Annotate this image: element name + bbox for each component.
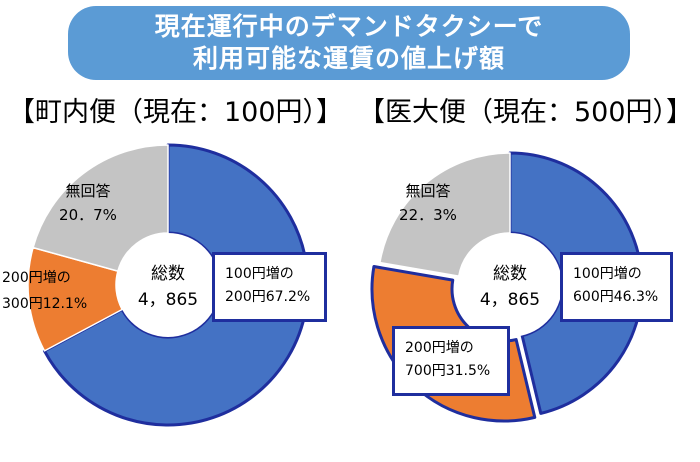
donut-hole-town: [116, 233, 220, 337]
chart-title-medical: 【医大便（現在：500円）】: [358, 97, 694, 128]
donut-chart-town: 総数 4，865 無回答 20．7% 200円増の 300円12.1%: [2, 143, 310, 427]
callout-town-100: 100円増の 200円67.2%: [212, 252, 327, 322]
callout-town-100-percent: 67.2%: [265, 289, 311, 305]
value-no-answer-town: 20．7%: [59, 206, 117, 224]
center-label-medical: 総数: [493, 264, 527, 284]
donut-hole-medical: [458, 233, 562, 337]
callout-town-100-line2: 200円67.2%: [225, 286, 324, 309]
header-line-1: 現在運行中のデマンドタクシーで: [154, 12, 544, 41]
label-orange-town: 200円増の: [2, 270, 71, 286]
value-no-answer-medical: 22．3%: [399, 206, 457, 224]
callout-medical-200-price: 700円: [405, 363, 446, 379]
callout-medical-100-line1: 100円増の: [573, 266, 642, 282]
callout-medical-100-line2: 600円46.3%: [573, 286, 670, 309]
callout-medical-200: 200円増の 700円31.5%: [392, 326, 510, 396]
callout-town-100-line1: 100円増の: [225, 266, 294, 282]
callout-medical-200-line2: 700円31.5%: [405, 360, 507, 383]
callout-town-100-price: 200円: [225, 289, 266, 305]
callout-medical-100: 100円増の 600円46.3%: [560, 252, 673, 322]
label-no-answer-medical: 無回答: [405, 182, 450, 200]
callout-medical-200-line1: 200円増の: [405, 340, 474, 356]
callout-medical-200-percent: 31.5%: [445, 363, 491, 379]
center-value-town: 4，865: [138, 290, 198, 310]
value-orange-town: 300円12.1%: [2, 296, 87, 312]
callout-medical-100-percent: 46.3%: [613, 289, 659, 305]
header-banner: 現在運行中のデマンドタクシーで 利用可能な運賃の値上げ額: [68, 6, 630, 80]
center-label-town: 総数: [151, 264, 185, 284]
chart-title-town: 【町内便（現在：100円）】: [8, 97, 344, 128]
center-value-medical: 4，865: [480, 290, 540, 310]
label-no-answer-town: 無回答: [65, 182, 110, 200]
header-line-2: 利用可能な運賃の値上げ額: [192, 44, 505, 73]
callout-medical-100-price: 600円: [573, 289, 614, 305]
